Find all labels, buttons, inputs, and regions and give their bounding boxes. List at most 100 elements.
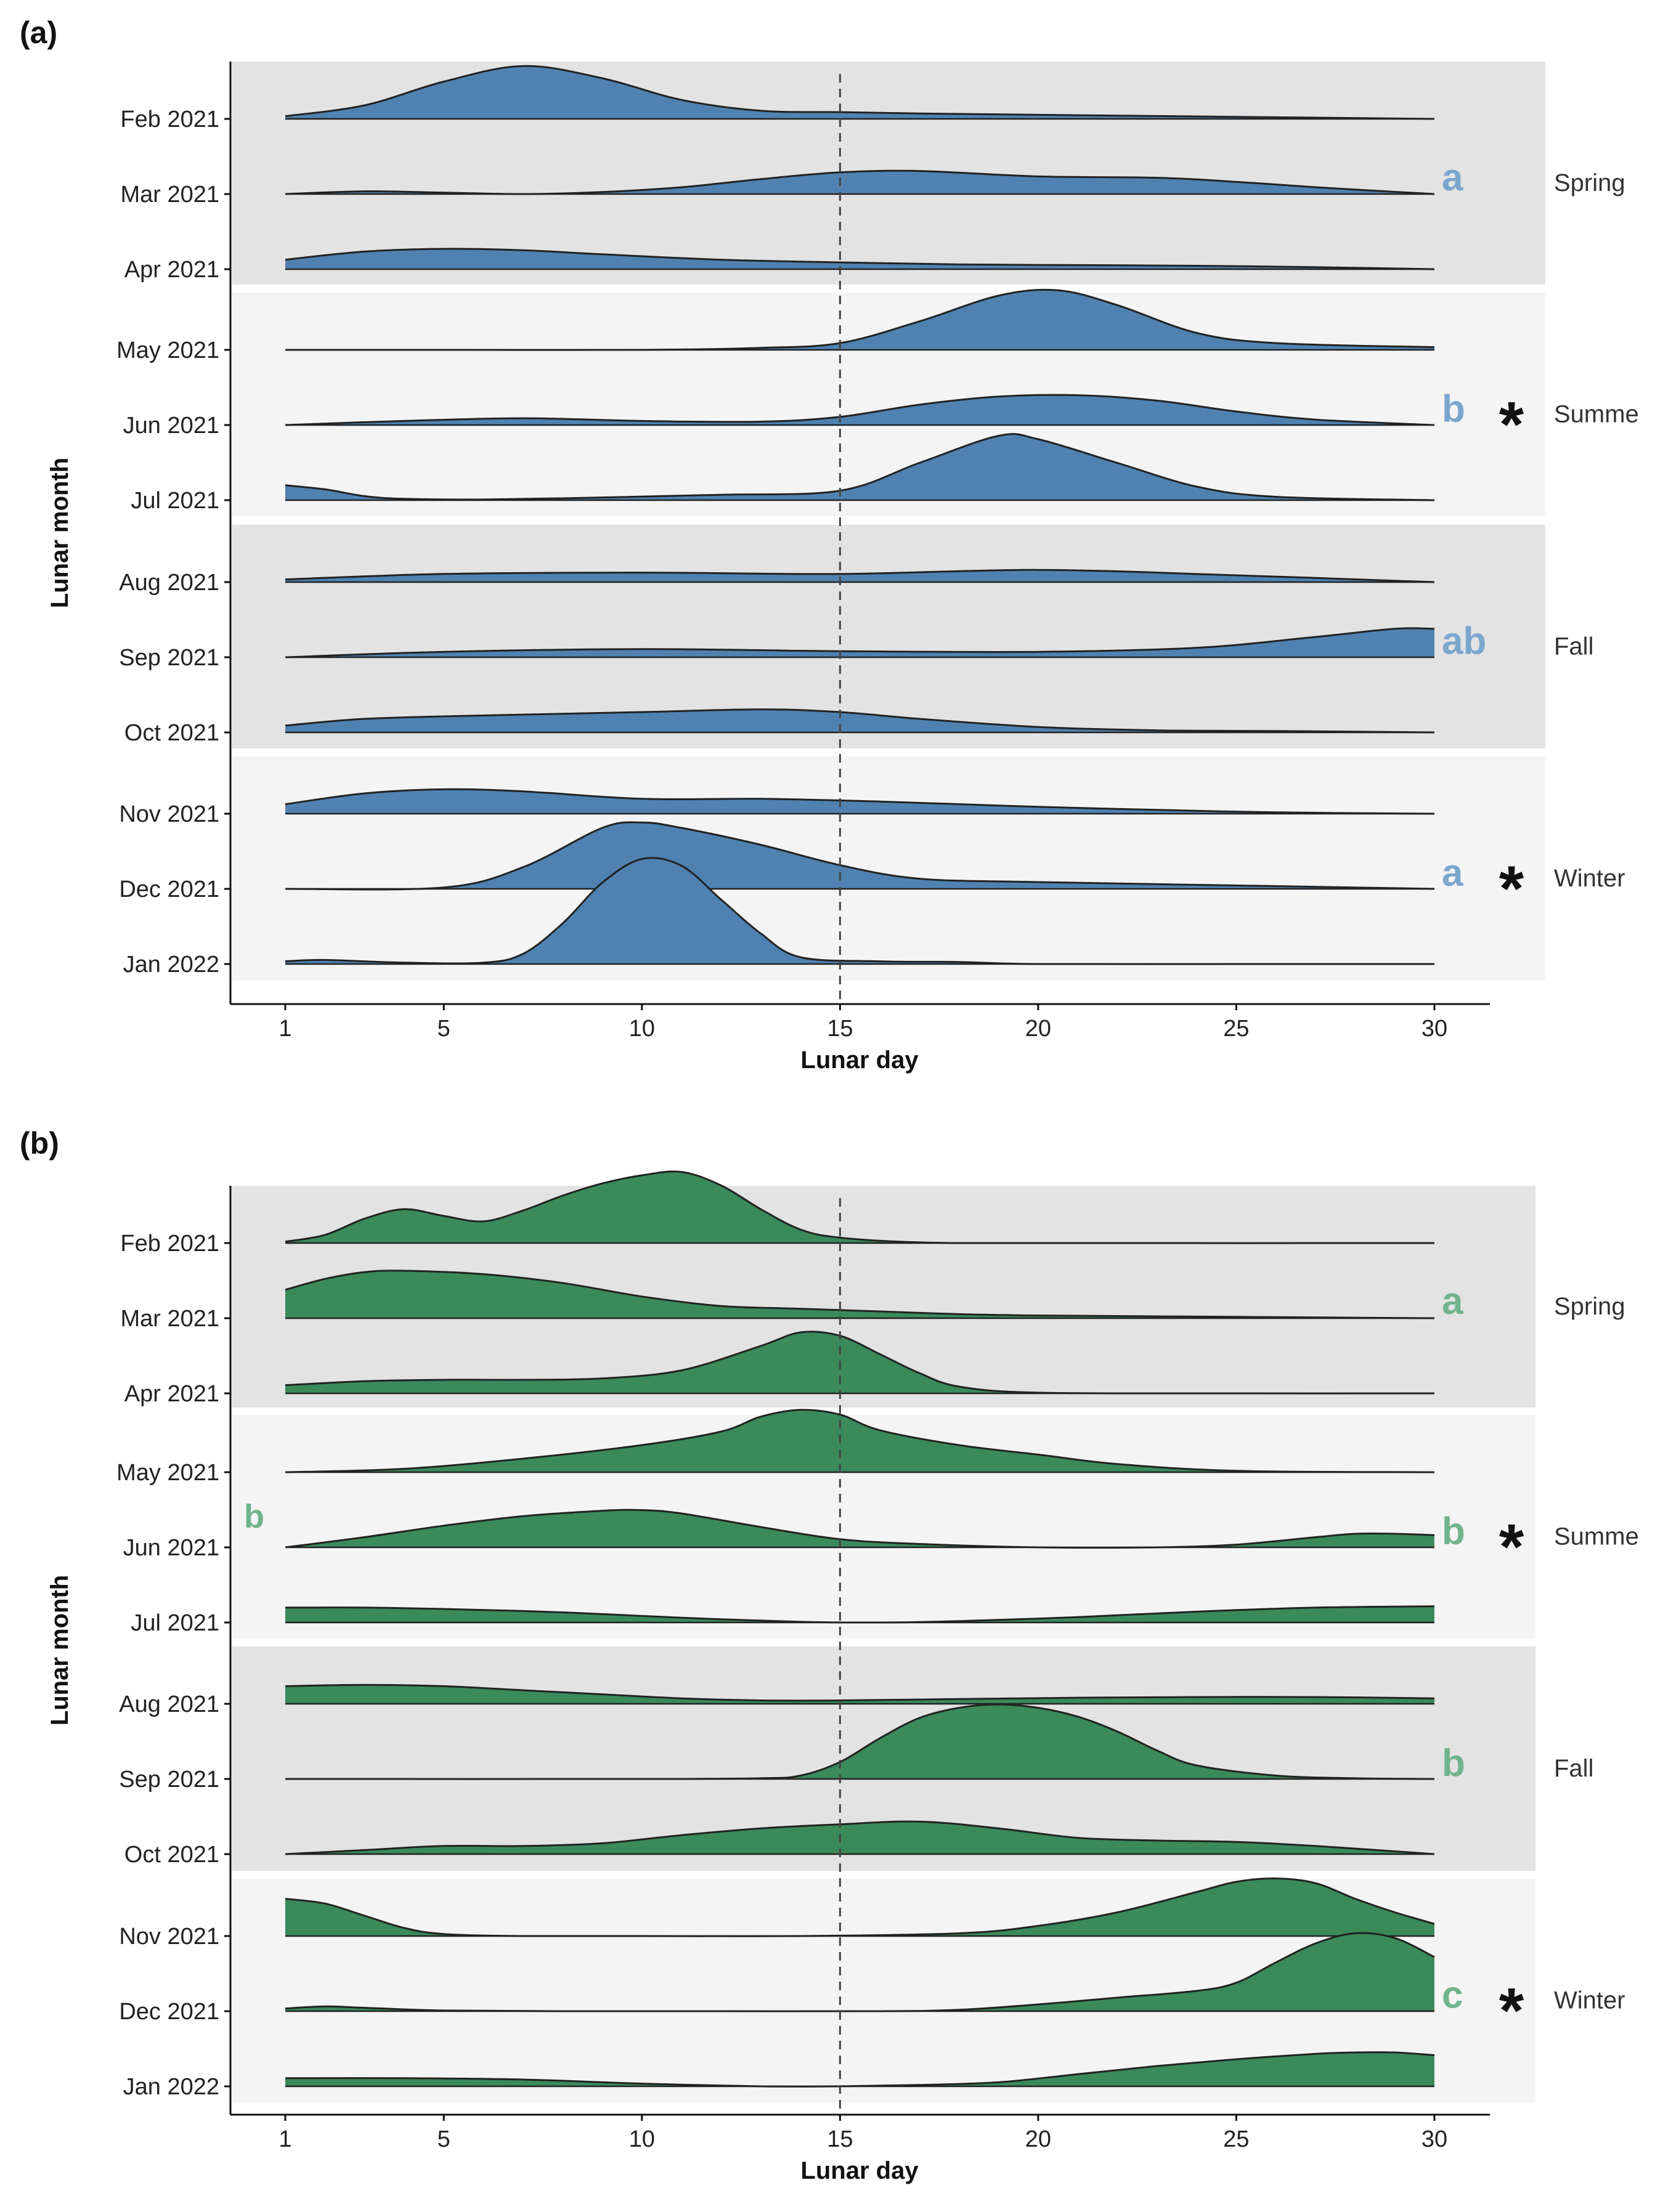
y-tick-label: Sep 2021 [119,645,219,671]
season-letter-winter: a [1442,852,1463,894]
x-tick-label: 5 [437,2126,450,2152]
season-letter-fall: ab [1442,620,1486,663]
significance-asterisk: * [1499,1975,1524,2047]
y-tick-label: Mar 2021 [120,1306,219,1332]
panel-label-b: (b) [20,1126,59,1161]
x-tick-label: 10 [629,2126,655,2152]
ridge-fill-jun-2021 [285,395,1434,425]
y-tick-label: Mar 2021 [120,182,219,208]
significance-asterisk: * [1499,1512,1524,1583]
ridge-line-may-2021 [285,1409,1435,1473]
ridge-fill-apr-2021 [285,248,1434,269]
ridge-line-aug-2021 [285,569,1435,583]
ridge-line-apr-2021 [285,248,1435,270]
y-tick-label: Feb 2021 [120,107,219,132]
ridge-fill-may-2021 [285,1409,1434,1472]
season-letter-spring: a [1442,1280,1463,1323]
ridge-line-mar-2021 [285,169,1435,195]
season-letter-summe: b [1442,388,1465,431]
y-tick-label: Apr 2021 [124,257,219,283]
ridge-fill-apr-2021 [285,1331,1434,1394]
ridge-line-dec-2021 [285,821,1435,891]
significance-asterisk: * [1499,389,1524,461]
y-tick-label: Dec 2021 [119,1999,219,2025]
season-label-winter: Winter [1554,1987,1625,2014]
ridge-fill-sep-2021 [285,1704,1434,1780]
ridge-fill-jun-2021 [285,1510,1434,1548]
season-label-winter: Winter [1554,865,1625,892]
x-axis-title: Lunar day [800,1047,919,1074]
y-tick-label: Feb 2021 [120,1231,219,1257]
ridge-line-nov-2021 [285,1877,1435,1937]
ridge-fill-aug-2021 [285,1685,1434,1704]
panel-a: (a) Feb 2021 Mar 2021 Apr 2021 May 2021 Jun 2… [20,15,1639,1074]
ridge-fill-oct-2021 [285,709,1434,732]
x-tick-label: 25 [1223,1016,1249,1042]
ridge-line-nov-2021 [285,788,1435,815]
y-tick-label: Jun 2021 [123,1535,219,1561]
y-tick-label: Jan 2022 [123,952,219,978]
ridge-fill-mar-2021 [285,171,1434,195]
x-tick-label: 5 [437,1016,450,1042]
ridge-line-jul-2021 [285,432,1435,501]
y-tick-label: Dec 2021 [119,877,219,902]
season-label-summe: Summe [1554,1523,1639,1550]
y-tick-label: Jul 2021 [131,488,219,514]
ridge-fill-oct-2021 [285,1821,1434,1854]
extra-letter: b [244,1498,264,1535]
x-tick-label: 1 [279,1016,291,1042]
y-axis-title: Lunar month [46,1575,73,1725]
ridge-fill-dec-2021 [285,1933,1434,2012]
y-tick-label: Apr 2021 [124,1381,219,1407]
y-tick-label: Jun 2021 [123,413,219,439]
season-label-spring: Spring [1554,1293,1625,1320]
y-tick-label: Aug 2021 [119,570,219,596]
y-tick-label: May 2021 [116,338,219,363]
ridge-fill-dec-2021 [285,822,1434,890]
season-label-fall: Fall [1554,1755,1593,1782]
season-letter-summe: b [1442,1510,1465,1553]
y-tick-label: Sep 2021 [119,1767,219,1793]
x-axis-title: Lunar day [800,2157,919,2184]
ridge-fill-feb-2021 [285,1171,1434,1244]
ridge-fill-feb-2021 [285,66,1434,119]
ridge-fill-nov-2021 [285,1878,1434,1937]
season-label-summe: Summe [1554,401,1639,428]
ridge-line-jun-2021 [285,394,1435,426]
panel-label-a: (a) [20,15,57,50]
x-tick-label: 30 [1421,1016,1447,1042]
x-tick-label: 10 [629,1016,655,1042]
ridge-fill-jan-2022 [285,857,1434,965]
ridge-fill-jul-2021 [285,434,1434,500]
y-tick-label: Oct 2021 [124,1842,219,1868]
panel-b: (b) Feb 2021 Mar 2021 Apr 2021 May 2021 Jun 2… [20,1126,1639,2184]
x-tick-label: 20 [1025,2126,1051,2152]
x-tick-label: 15 [827,1016,853,1042]
y-tick-label: Aug 2021 [119,1691,219,1717]
y-tick-label: May 2021 [116,1460,219,1486]
ridge-line-aug-2021 [285,1683,1435,1702]
y-tick-label: Oct 2021 [124,720,219,746]
season-letter-fall: b [1442,1742,1465,1785]
y-tick-label: Nov 2021 [119,1924,219,1950]
ridge-line-sep-2021 [285,627,1435,658]
x-tick-label: 30 [1421,2126,1447,2152]
y-tick-label: Nov 2021 [119,801,219,827]
ridge-fill-mar-2021 [285,1270,1434,1318]
x-tick-label: 25 [1223,2126,1249,2152]
season-letter-winter: c [1442,1974,1463,2017]
ridge-line-jan-2022 [285,2051,1435,2088]
y-tick-label: Jan 2022 [123,2074,219,2100]
ridge-fill-jan-2022 [285,2052,1434,2087]
x-tick-label: 1 [279,2126,291,2152]
y-axis-title: Lunar month [46,458,73,608]
y-tick-label: Jul 2021 [131,1610,219,1636]
season-label-fall: Fall [1554,633,1593,660]
ridge-line-mar-2021 [285,1270,1435,1319]
x-tick-label: 20 [1025,1016,1051,1042]
season-letter-spring: a [1442,156,1463,199]
ridge-fill-may-2021 [285,290,1434,350]
season-label-spring: Spring [1554,169,1625,196]
ridge-fill-jul-2021 [285,1606,1434,1623]
